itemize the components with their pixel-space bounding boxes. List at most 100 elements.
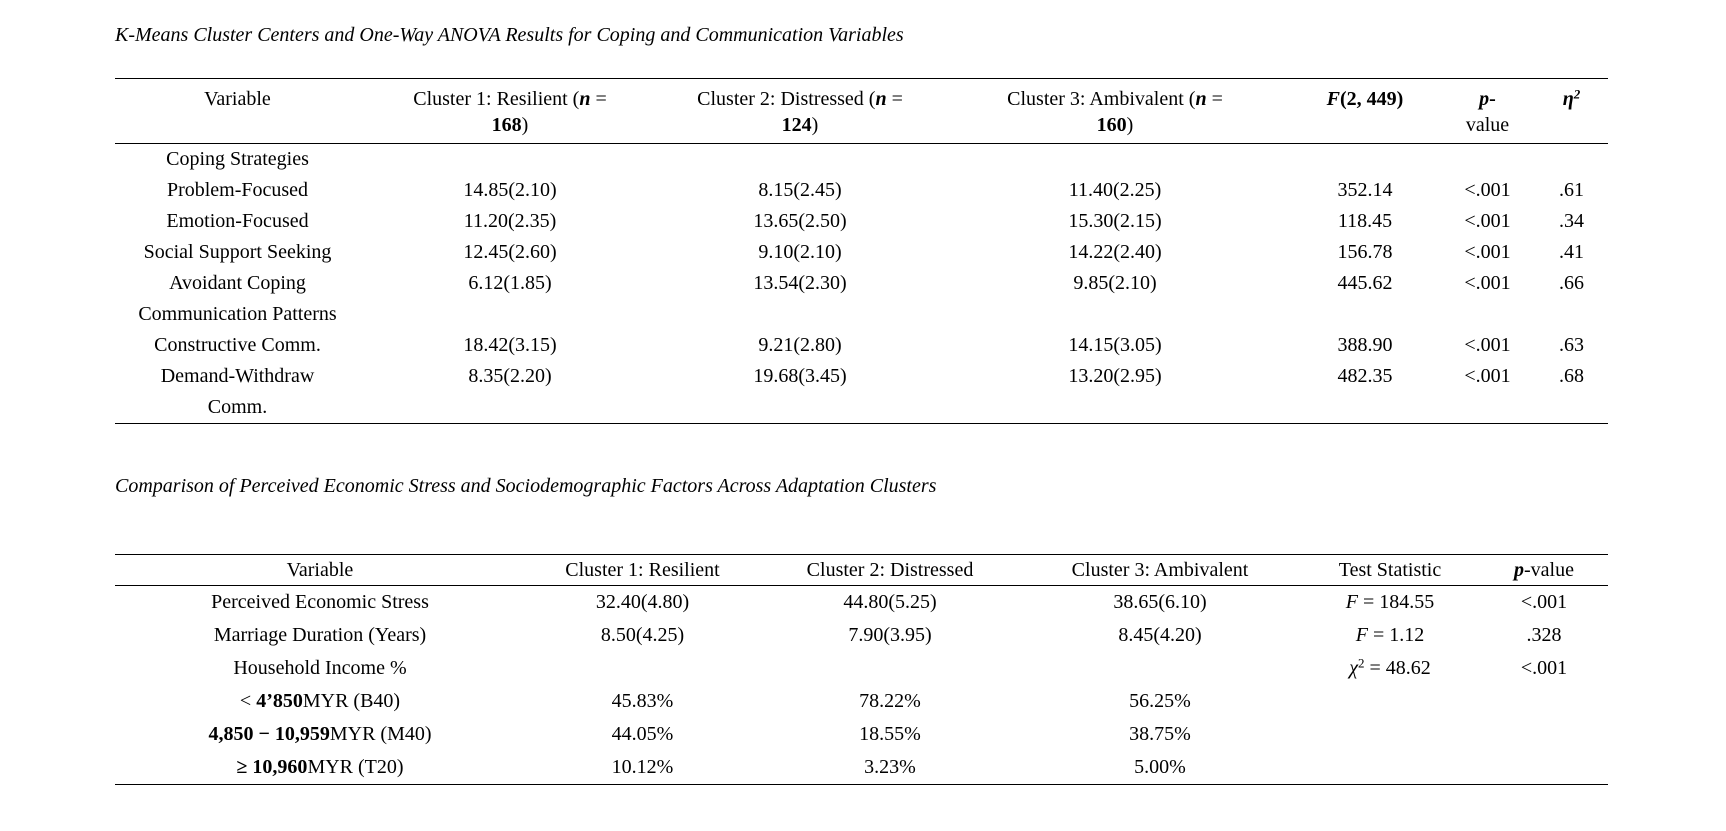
header-cell: F(2, 449) xyxy=(1290,79,1440,144)
table-cell: .61 xyxy=(1559,179,1584,201)
table-cell: Demand-Withdraw Comm. xyxy=(115,361,360,424)
table-cell xyxy=(1290,299,1440,330)
header-cell: Variable xyxy=(286,559,354,581)
header-row: Variable Cluster 1: Resilient Cluster 2: D… xyxy=(115,555,1608,586)
table-cell: Constructive Comm. xyxy=(154,334,321,356)
table-cell: 56.25% xyxy=(1129,690,1191,712)
text-segment: < xyxy=(239,690,257,712)
text-segment: - xyxy=(1489,88,1496,110)
text-segment: p xyxy=(1514,559,1524,581)
text-segment: (2, 449) xyxy=(1340,88,1404,110)
table-cell: 11.20(2.35) xyxy=(463,210,557,232)
table-cell: 19.68(3.45) xyxy=(753,365,847,387)
table2-body: Perceived Economic Stress 32.40(4.80) 44.8… xyxy=(115,586,1608,785)
table-cell: Communication Patterns xyxy=(138,303,337,325)
table-cell: <.001 xyxy=(1520,591,1568,613)
table-cell xyxy=(1300,685,1480,718)
table-cell: 18.42(3.15) xyxy=(463,334,557,356)
table-cell xyxy=(760,652,1020,685)
text-segment: η xyxy=(1562,88,1574,110)
table-cell: 10.12% xyxy=(611,756,674,778)
header-cell: Cluster 1: Resilient xyxy=(565,559,720,581)
text-segment: 2 xyxy=(1573,86,1581,102)
text-segment: 4,850 − 10,959 xyxy=(208,723,330,745)
table-cell: 13.65(2.50) xyxy=(753,210,847,232)
table2-header: Variable Cluster 1: Resilient Cluster 2: D… xyxy=(115,555,1608,586)
text-segment: p xyxy=(1479,88,1490,110)
table-cell xyxy=(1020,652,1300,685)
table-cell: 45.83% xyxy=(611,690,674,712)
text-segment: Cluster 3: Ambivalent ( xyxy=(1007,88,1196,110)
text-segment: χ xyxy=(1349,657,1359,679)
table-cell xyxy=(1535,299,1608,330)
text-segment: = xyxy=(886,88,903,110)
text-segment: 2 xyxy=(1358,655,1365,671)
table-cell: 6.12(1.85) xyxy=(468,272,552,294)
table-cell xyxy=(1300,751,1480,785)
table2: Variable Cluster 1: Resilient Cluster 2: D… xyxy=(115,554,1608,785)
table-cell xyxy=(360,299,660,330)
text-segment: 168 xyxy=(491,114,522,136)
header-cell: p-value xyxy=(1480,555,1608,586)
header-cell: Cluster 2: Distressed xyxy=(806,559,974,581)
header-cell: Test Statistic xyxy=(1338,559,1442,581)
table-cell: Social Support Seeking xyxy=(143,241,332,263)
table-cell: < 4’850MYR (B40) xyxy=(115,685,525,718)
table-cell: 9.10(2.10) xyxy=(758,241,842,263)
table-cell: Problem-Focused xyxy=(166,179,309,201)
header-cell: p- value xyxy=(1440,79,1535,144)
table-cell xyxy=(1480,718,1608,751)
text-segment: = 48.62 xyxy=(1364,657,1431,679)
table-cell xyxy=(660,144,940,176)
text-segment: Comm. xyxy=(207,396,268,418)
table-row: Coping Strategies xyxy=(115,144,1608,176)
text-segment: = 1.12 xyxy=(1367,624,1425,646)
text-segment: Cluster 1: Resilient ( xyxy=(413,88,580,110)
table-cell: 11.40(2.25) xyxy=(1068,179,1162,201)
header-cell: η2 xyxy=(1535,79,1608,144)
table-cell xyxy=(1440,144,1535,176)
text-segment: ≥ 10,960 xyxy=(236,756,308,778)
table-cell: 15.30(2.15) xyxy=(1068,210,1162,232)
table-cell: 118.45 xyxy=(1337,210,1393,232)
table-cell: .34 xyxy=(1559,210,1584,232)
table-cell: .63 xyxy=(1559,334,1584,356)
table-cell: 9.21(2.80) xyxy=(758,334,842,356)
text-segment: = xyxy=(1206,88,1223,110)
table-cell: 44.05% xyxy=(611,723,674,745)
table-cell: 38.75% xyxy=(1129,723,1191,745)
text-segment: ) xyxy=(811,114,819,136)
header-cell: Variable xyxy=(204,88,271,110)
table-cell xyxy=(525,652,760,685)
table-row: 4,850 − 10,959MYR (M40) 44.05% 18.55% 38.75… xyxy=(115,718,1608,751)
table-cell: .328 xyxy=(1526,624,1562,646)
table-row: Demand-Withdraw Comm. 8.35(2.20) 19.68(3.45… xyxy=(115,361,1608,424)
text-segment: 4’850 xyxy=(256,690,303,712)
table-cell: 18.55% xyxy=(859,723,921,745)
table-row: Avoidant Coping 6.12(1.85) 13.54(2.30) 9.85… xyxy=(115,268,1608,299)
table-cell xyxy=(1300,718,1480,751)
text-segment: MYR (T20) xyxy=(307,756,404,778)
table-row: Emotion-Focused 11.20(2.35) 13.65(2.50) 15.… xyxy=(115,206,1608,237)
table-cell: <.001 xyxy=(1464,241,1511,263)
table-cell xyxy=(360,144,660,176)
table-row: Marriage Duration (Years) 8.50(4.25) 7.90(… xyxy=(115,619,1608,652)
table-cell: F = 1.12 xyxy=(1300,619,1480,652)
table-cell: 8.35(2.20) xyxy=(468,365,552,387)
table-row: Problem-Focused 14.85(2.10) 8.15(2.45) 11.4… xyxy=(115,175,1608,206)
text-segment: value xyxy=(1465,114,1510,136)
table-cell: <.001 xyxy=(1464,179,1511,201)
table1: Variable Cluster 1: Resilient (n = 168) Clu… xyxy=(115,78,1608,424)
table-cell: F = 184.55 xyxy=(1300,586,1480,620)
table-cell: 156.78 xyxy=(1337,241,1393,263)
header-cell: Cluster 3: Ambivalent xyxy=(1071,559,1249,581)
table-cell: 8.15(2.45) xyxy=(758,179,842,201)
text-segment: = 184.55 xyxy=(1357,591,1435,613)
table-cell: 8.45(4.20) xyxy=(1118,624,1202,646)
table-cell xyxy=(1440,299,1535,330)
text-segment: n xyxy=(875,88,887,110)
text-segment: F xyxy=(1345,591,1358,613)
header-cell: Cluster 2: Distressed (n = 124) xyxy=(660,79,940,144)
table-cell: .68 xyxy=(1559,365,1584,387)
